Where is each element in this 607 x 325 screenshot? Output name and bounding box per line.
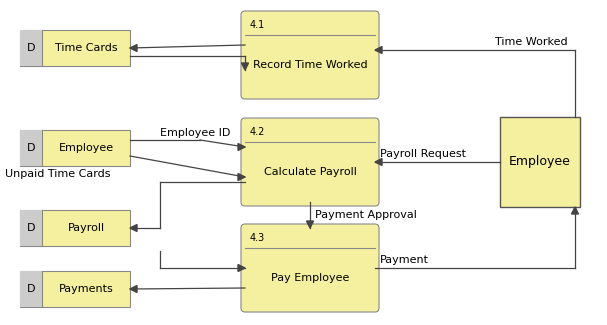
Polygon shape: [242, 63, 248, 70]
Polygon shape: [130, 45, 137, 51]
Text: Time Worked: Time Worked: [495, 37, 568, 47]
FancyBboxPatch shape: [241, 11, 379, 99]
Text: D: D: [27, 43, 35, 53]
Bar: [20, 130, 42, 166]
FancyBboxPatch shape: [241, 118, 379, 206]
Bar: [20, 271, 130, 307]
Polygon shape: [238, 144, 245, 150]
FancyBboxPatch shape: [241, 224, 379, 312]
Text: 4.1: 4.1: [250, 20, 265, 30]
Text: 4.2: 4.2: [250, 127, 265, 137]
Bar: [20, 271, 42, 307]
Text: Pay Employee: Pay Employee: [271, 273, 349, 283]
Polygon shape: [572, 207, 578, 214]
Bar: [20, 30, 42, 66]
Polygon shape: [375, 46, 382, 54]
Bar: [20, 210, 42, 246]
Bar: [500, 117, 580, 207]
Text: D: D: [27, 143, 35, 153]
Text: D: D: [27, 223, 35, 233]
Bar: [20, 130, 130, 166]
Bar: [20, 210, 130, 246]
Text: Calculate Payroll: Calculate Payroll: [263, 167, 356, 177]
Polygon shape: [238, 174, 245, 180]
Text: Payroll: Payroll: [67, 223, 104, 233]
Text: Employee: Employee: [58, 143, 114, 153]
Polygon shape: [307, 221, 313, 228]
Text: 4.3: 4.3: [250, 233, 265, 243]
Text: Record Time Worked: Record Time Worked: [253, 60, 367, 70]
Polygon shape: [375, 159, 382, 165]
Text: D: D: [27, 284, 35, 294]
Text: Employee ID: Employee ID: [160, 128, 230, 138]
Text: Payroll Request: Payroll Request: [380, 149, 466, 159]
Bar: [20, 30, 130, 66]
Text: Employee: Employee: [509, 155, 571, 168]
Text: Payments: Payments: [59, 284, 114, 294]
Text: Time Cards: Time Cards: [55, 43, 117, 53]
Text: Unpaid Time Cards: Unpaid Time Cards: [5, 169, 110, 179]
Text: Payment: Payment: [380, 255, 429, 265]
Polygon shape: [238, 265, 245, 271]
Polygon shape: [130, 285, 137, 293]
Text: Payment Approval: Payment Approval: [315, 210, 417, 220]
Polygon shape: [130, 225, 137, 231]
